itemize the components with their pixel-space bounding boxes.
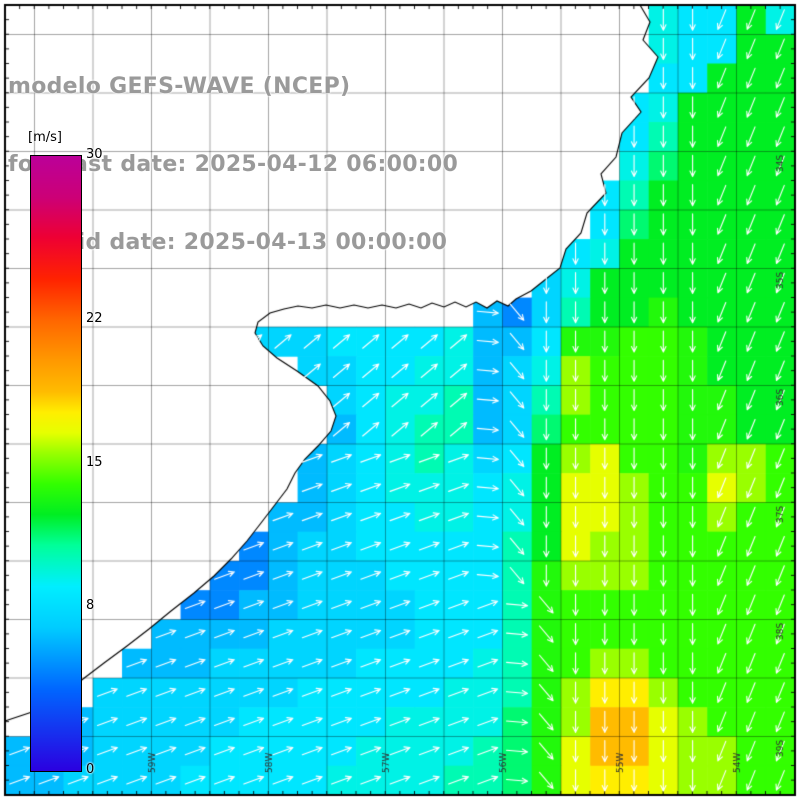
colorbar-gradient [30, 155, 82, 772]
colorbar-tick-label: 0 [86, 762, 95, 777]
colorbar-unit-label: [m/s] [28, 130, 62, 145]
valid-date: valid date: 2025-04-13 00:00:00 [40, 230, 448, 255]
colorbar-tick-label: 8 [86, 598, 95, 613]
colorbar-tick-label: 22 [86, 311, 103, 326]
colorbar-tick-label: 30 [86, 147, 103, 162]
model-name: modelo GEFS-WAVE (NCEP) [8, 74, 351, 99]
colorbar-tick-label: 15 [86, 454, 103, 470]
